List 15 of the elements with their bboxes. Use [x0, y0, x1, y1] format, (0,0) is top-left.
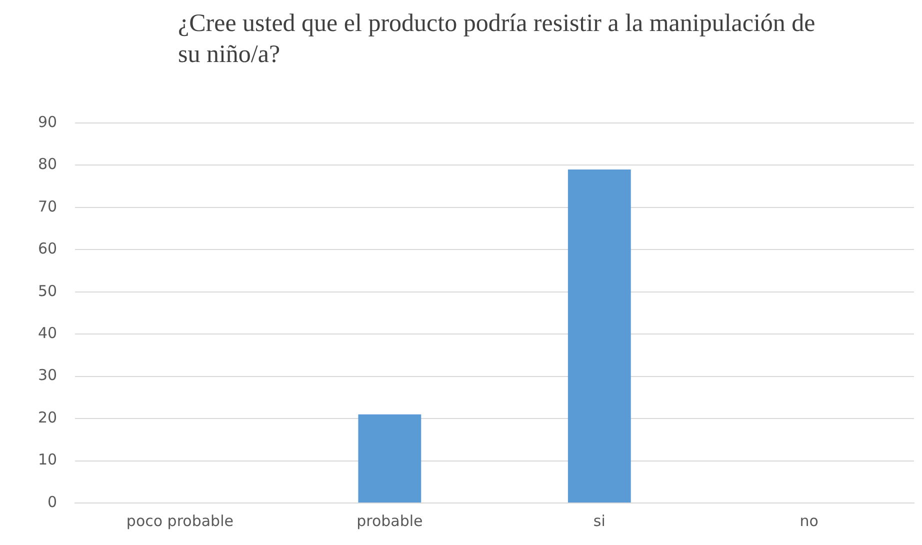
- x-tick-label: probable: [356, 512, 423, 530]
- x-tick-label: no: [800, 512, 818, 530]
- y-tick-label: 0: [48, 492, 58, 511]
- y-tick-label: 40: [38, 324, 58, 342]
- y-tick-label: 20: [38, 408, 58, 426]
- y-tick-label: 80: [38, 155, 58, 174]
- x-tick-label: si: [593, 512, 606, 530]
- y-tick-label: 70: [38, 197, 58, 216]
- x-tick-label: poco probable: [126, 512, 234, 530]
- y-tick-label: 50: [38, 282, 58, 300]
- y-tick-label: 90: [38, 112, 58, 131]
- y-tick-label: 30: [38, 366, 58, 384]
- chart-title: ¿Cree usted que el producto podría resistir a la manipulación de su niño/a?: [178, 9, 816, 70]
- y-tick-label: 60: [38, 240, 58, 258]
- y-tick-label: 10: [38, 450, 58, 469]
